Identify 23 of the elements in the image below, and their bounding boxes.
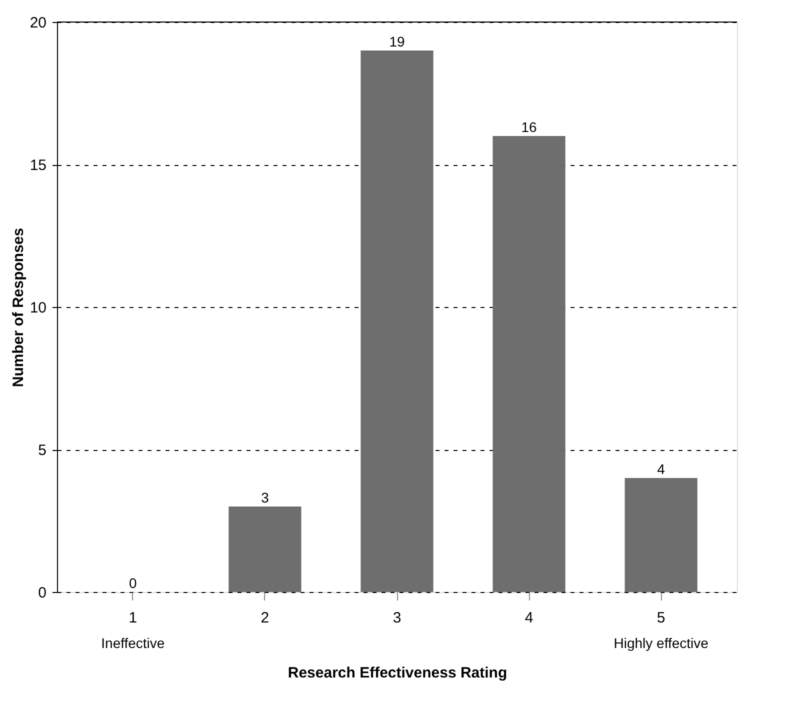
data-label: 4 [657, 461, 666, 477]
x-tick-label: 4 [524, 610, 534, 626]
y-tick-label: 15 [30, 157, 46, 174]
bar [360, 50, 434, 592]
bar [228, 506, 302, 592]
x-tick-label: 1 [128, 610, 138, 626]
y-tick-label: 0 [38, 584, 46, 602]
data-label: 16 [521, 119, 538, 135]
data-label: 0 [129, 575, 138, 591]
x-tick-label: 5 [656, 610, 666, 626]
text: Highly effective [614, 635, 709, 651]
y-tick-label: 5 [38, 442, 46, 459]
text: Ineffective [101, 635, 165, 651]
bar [492, 136, 566, 592]
y-axis-title: Number of Responses [10, 228, 27, 388]
y-tick-label: 20 [30, 14, 46, 32]
x-tick-label: 2 [260, 610, 270, 626]
data-label: 19 [389, 34, 405, 50]
x-axis-title: Research Effectiveness Rating [288, 664, 508, 682]
bar [624, 478, 698, 592]
x-tick-label: 3 [392, 610, 402, 626]
data-label: 3 [261, 490, 270, 506]
y-tick-label: 10 [30, 300, 46, 316]
